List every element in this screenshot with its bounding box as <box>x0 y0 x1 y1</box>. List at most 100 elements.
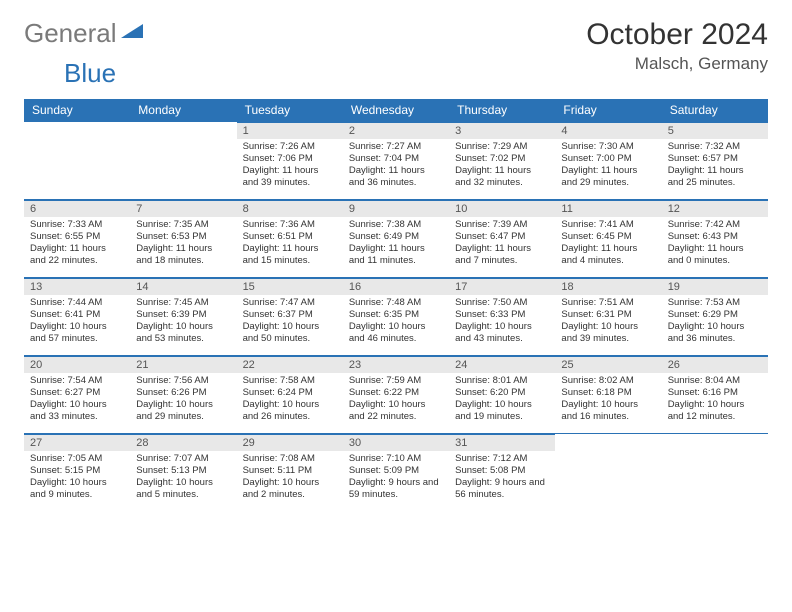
dayhead-wed: Wednesday <box>343 99 449 121</box>
day-cell: 2Sunrise: 7:27 AMSunset: 7:04 PMDaylight… <box>343 121 449 199</box>
sunset-text: Sunset: 6:47 PM <box>455 231 549 243</box>
daylight-text: Daylight: 11 hours and 22 minutes. <box>30 243 124 267</box>
sunset-text: Sunset: 6:51 PM <box>243 231 337 243</box>
sunset-text: Sunset: 6:35 PM <box>349 309 443 321</box>
logo-text-blue: Blue <box>64 58 116 88</box>
day-details: Sunrise: 7:54 AMSunset: 6:27 PMDaylight:… <box>24 373 130 429</box>
sunrise-text: Sunrise: 7:45 AM <box>136 297 230 309</box>
day-number: 20 <box>24 356 130 373</box>
day-number: 24 <box>449 356 555 373</box>
day-details: Sunrise: 7:36 AMSunset: 6:51 PMDaylight:… <box>237 217 343 273</box>
sunrise-text: Sunrise: 7:27 AM <box>349 141 443 153</box>
day-cell: 26Sunrise: 8:04 AMSunset: 6:16 PMDayligh… <box>662 355 768 433</box>
daylight-text: Daylight: 9 hours and 59 minutes. <box>349 477 443 501</box>
day-cell: 21Sunrise: 7:56 AMSunset: 6:26 PMDayligh… <box>130 355 236 433</box>
sunrise-text: Sunrise: 7:44 AM <box>30 297 124 309</box>
day-cell: . <box>130 121 236 199</box>
sunrise-text: Sunrise: 7:08 AM <box>243 453 337 465</box>
day-details: Sunrise: 7:05 AMSunset: 5:15 PMDaylight:… <box>24 451 130 507</box>
sunrise-text: Sunrise: 7:30 AM <box>561 141 655 153</box>
day-number: 26 <box>662 356 768 373</box>
day-cell: 30Sunrise: 7:10 AMSunset: 5:09 PMDayligh… <box>343 433 449 511</box>
day-number: 14 <box>130 278 236 295</box>
sunset-text: Sunset: 5:09 PM <box>349 465 443 477</box>
day-cell: 31Sunrise: 7:12 AMSunset: 5:08 PMDayligh… <box>449 433 555 511</box>
day-cell: 19Sunrise: 7:53 AMSunset: 6:29 PMDayligh… <box>662 277 768 355</box>
day-cell: 11Sunrise: 7:41 AMSunset: 6:45 PMDayligh… <box>555 199 661 277</box>
week-row: ..1Sunrise: 7:26 AMSunset: 7:06 PMDaylig… <box>24 121 768 199</box>
dayhead-tue: Tuesday <box>237 99 343 121</box>
day-cell: 14Sunrise: 7:45 AMSunset: 6:39 PMDayligh… <box>130 277 236 355</box>
day-details: Sunrise: 7:47 AMSunset: 6:37 PMDaylight:… <box>237 295 343 351</box>
sunrise-text: Sunrise: 7:35 AM <box>136 219 230 231</box>
day-cell: 12Sunrise: 7:42 AMSunset: 6:43 PMDayligh… <box>662 199 768 277</box>
sunset-text: Sunset: 6:41 PM <box>30 309 124 321</box>
day-cell: 10Sunrise: 7:39 AMSunset: 6:47 PMDayligh… <box>449 199 555 277</box>
sunrise-text: Sunrise: 8:01 AM <box>455 375 549 387</box>
day-number: 27 <box>24 434 130 451</box>
sunset-text: Sunset: 7:04 PM <box>349 153 443 165</box>
sunset-text: Sunset: 6:39 PM <box>136 309 230 321</box>
sunset-text: Sunset: 6:45 PM <box>561 231 655 243</box>
day-cell: 9Sunrise: 7:38 AMSunset: 6:49 PMDaylight… <box>343 199 449 277</box>
week-row: 20Sunrise: 7:54 AMSunset: 6:27 PMDayligh… <box>24 355 768 433</box>
day-details: Sunrise: 7:42 AMSunset: 6:43 PMDaylight:… <box>662 217 768 273</box>
sunrise-text: Sunrise: 7:36 AM <box>243 219 337 231</box>
sunset-text: Sunset: 6:24 PM <box>243 387 337 399</box>
day-number: 22 <box>237 356 343 373</box>
daylight-text: Daylight: 10 hours and 19 minutes. <box>455 399 549 423</box>
sunrise-text: Sunrise: 7:42 AM <box>668 219 762 231</box>
day-cell: 5Sunrise: 7:32 AMSunset: 6:57 PMDaylight… <box>662 121 768 199</box>
day-header-row: Sunday Monday Tuesday Wednesday Thursday… <box>24 99 768 121</box>
daylight-text: Daylight: 11 hours and 11 minutes. <box>349 243 443 267</box>
daylight-text: Daylight: 10 hours and 50 minutes. <box>243 321 337 345</box>
sunset-text: Sunset: 5:11 PM <box>243 465 337 477</box>
sunset-text: Sunset: 6:16 PM <box>668 387 762 399</box>
daylight-text: Daylight: 10 hours and 39 minutes. <box>561 321 655 345</box>
daylight-text: Daylight: 11 hours and 39 minutes. <box>243 165 337 189</box>
day-cell: 15Sunrise: 7:47 AMSunset: 6:37 PMDayligh… <box>237 277 343 355</box>
daylight-text: Daylight: 11 hours and 25 minutes. <box>668 165 762 189</box>
day-number: 16 <box>343 278 449 295</box>
sunrise-text: Sunrise: 7:05 AM <box>30 453 124 465</box>
sunset-text: Sunset: 6:53 PM <box>136 231 230 243</box>
sunrise-text: Sunrise: 7:39 AM <box>455 219 549 231</box>
day-number: 29 <box>237 434 343 451</box>
day-details: Sunrise: 7:48 AMSunset: 6:35 PMDaylight:… <box>343 295 449 351</box>
day-number: 28 <box>130 434 236 451</box>
week-row: 27Sunrise: 7:05 AMSunset: 5:15 PMDayligh… <box>24 433 768 511</box>
sunset-text: Sunset: 6:22 PM <box>349 387 443 399</box>
sunset-text: Sunset: 6:37 PM <box>243 309 337 321</box>
sunrise-text: Sunrise: 7:29 AM <box>455 141 549 153</box>
dayhead-sun: Sunday <box>24 99 130 121</box>
sunset-text: Sunset: 6:18 PM <box>561 387 655 399</box>
daylight-text: Daylight: 11 hours and 36 minutes. <box>349 165 443 189</box>
dayhead-thu: Thursday <box>449 99 555 121</box>
day-details: Sunrise: 7:59 AMSunset: 6:22 PMDaylight:… <box>343 373 449 429</box>
title-block: October 2024 Malsch, Germany <box>586 18 768 74</box>
daylight-text: Daylight: 11 hours and 18 minutes. <box>136 243 230 267</box>
sunset-text: Sunset: 6:43 PM <box>668 231 762 243</box>
day-cell: 29Sunrise: 7:08 AMSunset: 5:11 PMDayligh… <box>237 433 343 511</box>
day-details: Sunrise: 7:44 AMSunset: 6:41 PMDaylight:… <box>24 295 130 351</box>
logo-text-general: General <box>24 18 117 49</box>
day-cell: 17Sunrise: 7:50 AMSunset: 6:33 PMDayligh… <box>449 277 555 355</box>
daylight-text: Daylight: 11 hours and 15 minutes. <box>243 243 337 267</box>
day-details: Sunrise: 7:08 AMSunset: 5:11 PMDaylight:… <box>237 451 343 507</box>
sunrise-text: Sunrise: 7:33 AM <box>30 219 124 231</box>
day-number: 4 <box>555 122 661 139</box>
sunrise-text: Sunrise: 8:04 AM <box>668 375 762 387</box>
daylight-text: Daylight: 10 hours and 57 minutes. <box>30 321 124 345</box>
sunset-text: Sunset: 5:08 PM <box>455 465 549 477</box>
day-number: 3 <box>449 122 555 139</box>
sunset-text: Sunset: 6:55 PM <box>30 231 124 243</box>
logo: General <box>24 18 145 49</box>
sunset-text: Sunset: 7:00 PM <box>561 153 655 165</box>
sunrise-text: Sunrise: 7:51 AM <box>561 297 655 309</box>
day-number: 9 <box>343 200 449 217</box>
sunrise-text: Sunrise: 7:58 AM <box>243 375 337 387</box>
day-details: Sunrise: 8:01 AMSunset: 6:20 PMDaylight:… <box>449 373 555 429</box>
daylight-text: Daylight: 11 hours and 0 minutes. <box>668 243 762 267</box>
day-number: 7 <box>130 200 236 217</box>
day-cell: . <box>662 433 768 511</box>
